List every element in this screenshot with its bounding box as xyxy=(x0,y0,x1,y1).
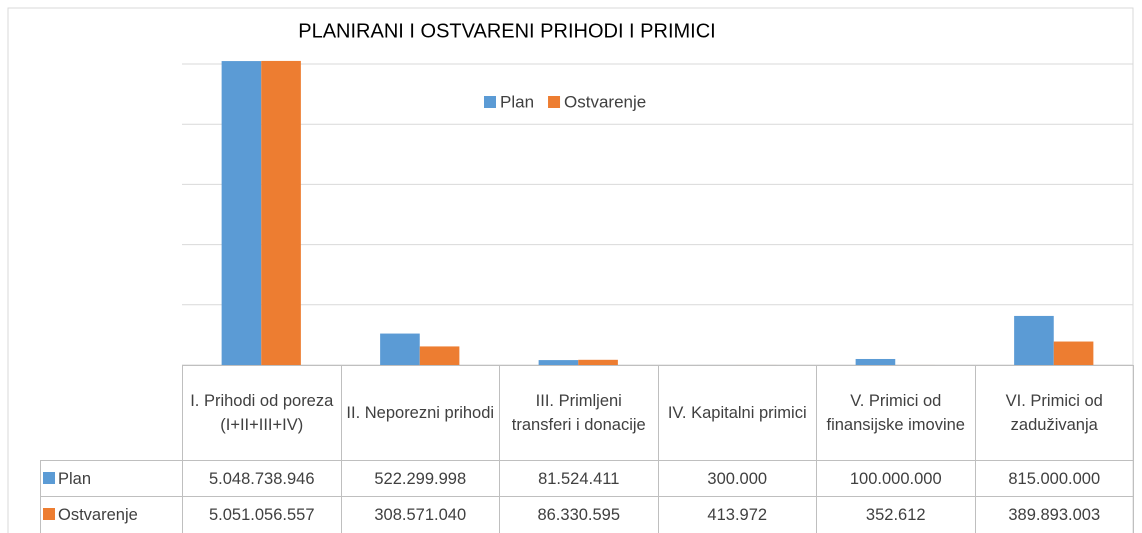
bar xyxy=(855,358,896,365)
legend-label: Plan xyxy=(500,92,534,111)
value-cell: 5.051.056.557 xyxy=(182,496,342,533)
value-cell: 5.048.738.946 xyxy=(182,460,342,497)
legend-swatch xyxy=(43,508,55,520)
category-label: IV. Kapitalni primici xyxy=(657,365,817,461)
value-cell: 815.000.000 xyxy=(974,460,1134,497)
value-cell: 86.330.595 xyxy=(499,496,659,533)
table-row: Plan 5.048.738.946 522.299.998 81.524.411 30… xyxy=(40,460,1134,497)
table-row: Ostvarenje 5.051.056.557 308.571.040 86.330… xyxy=(40,496,1134,533)
bar xyxy=(1014,315,1054,365)
category-label: II. Neporezni prihodi xyxy=(340,365,500,461)
bar xyxy=(1053,341,1094,365)
bar xyxy=(261,60,301,366)
value-cell: 352.612 xyxy=(816,496,976,533)
bar xyxy=(380,333,420,365)
bar xyxy=(538,360,579,365)
value-cell: 413.972 xyxy=(657,496,817,533)
category-label: VI. Primici od zaduživanja xyxy=(974,365,1134,461)
row-label: Ostvarenje xyxy=(58,506,138,524)
bar xyxy=(221,61,262,365)
category-label: I. Prihodi od poreza (I+II+III+IV) xyxy=(182,365,342,461)
value-cell: 300.000 xyxy=(657,460,817,497)
value-cell: 100.000.000 xyxy=(816,460,976,497)
data-table: I. Prihodi od poreza (I+II+III+IV) II. Ne… xyxy=(40,365,1134,533)
legend-swatch xyxy=(43,471,55,484)
category-label: V. Primici od finansijske imovine xyxy=(816,365,976,461)
row-header: Plan xyxy=(40,460,183,497)
bar xyxy=(578,359,618,365)
row-label: Plan xyxy=(58,469,92,488)
value-cell: 522.299.998 xyxy=(340,460,500,497)
value-cell: 81.524.411 xyxy=(499,460,659,497)
legend-label: Ostvarenje xyxy=(564,92,646,111)
table-corner xyxy=(40,365,183,461)
chart-title: PLANIRANI I OSTVARENI PRIHODI I PRIMICI xyxy=(298,20,715,42)
value-cell: 389.893.003 xyxy=(974,496,1134,533)
table-header-row: I. Prihodi od poreza (I+II+III+IV) II. Ne… xyxy=(40,365,1134,461)
value-cell: 308.571.040 xyxy=(340,496,500,533)
bar xyxy=(419,346,460,365)
category-label: III. Primljeni transferi i donacije xyxy=(499,365,659,461)
chart-border xyxy=(7,7,1134,533)
legend-swatch xyxy=(548,96,561,108)
row-header: Ostvarenje xyxy=(40,496,183,533)
legend-swatch xyxy=(484,96,496,108)
